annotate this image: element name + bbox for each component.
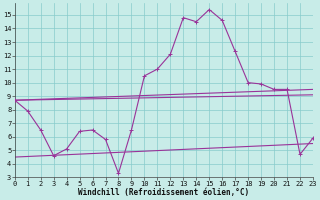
X-axis label: Windchill (Refroidissement éolien,°C): Windchill (Refroidissement éolien,°C) [78, 188, 249, 197]
